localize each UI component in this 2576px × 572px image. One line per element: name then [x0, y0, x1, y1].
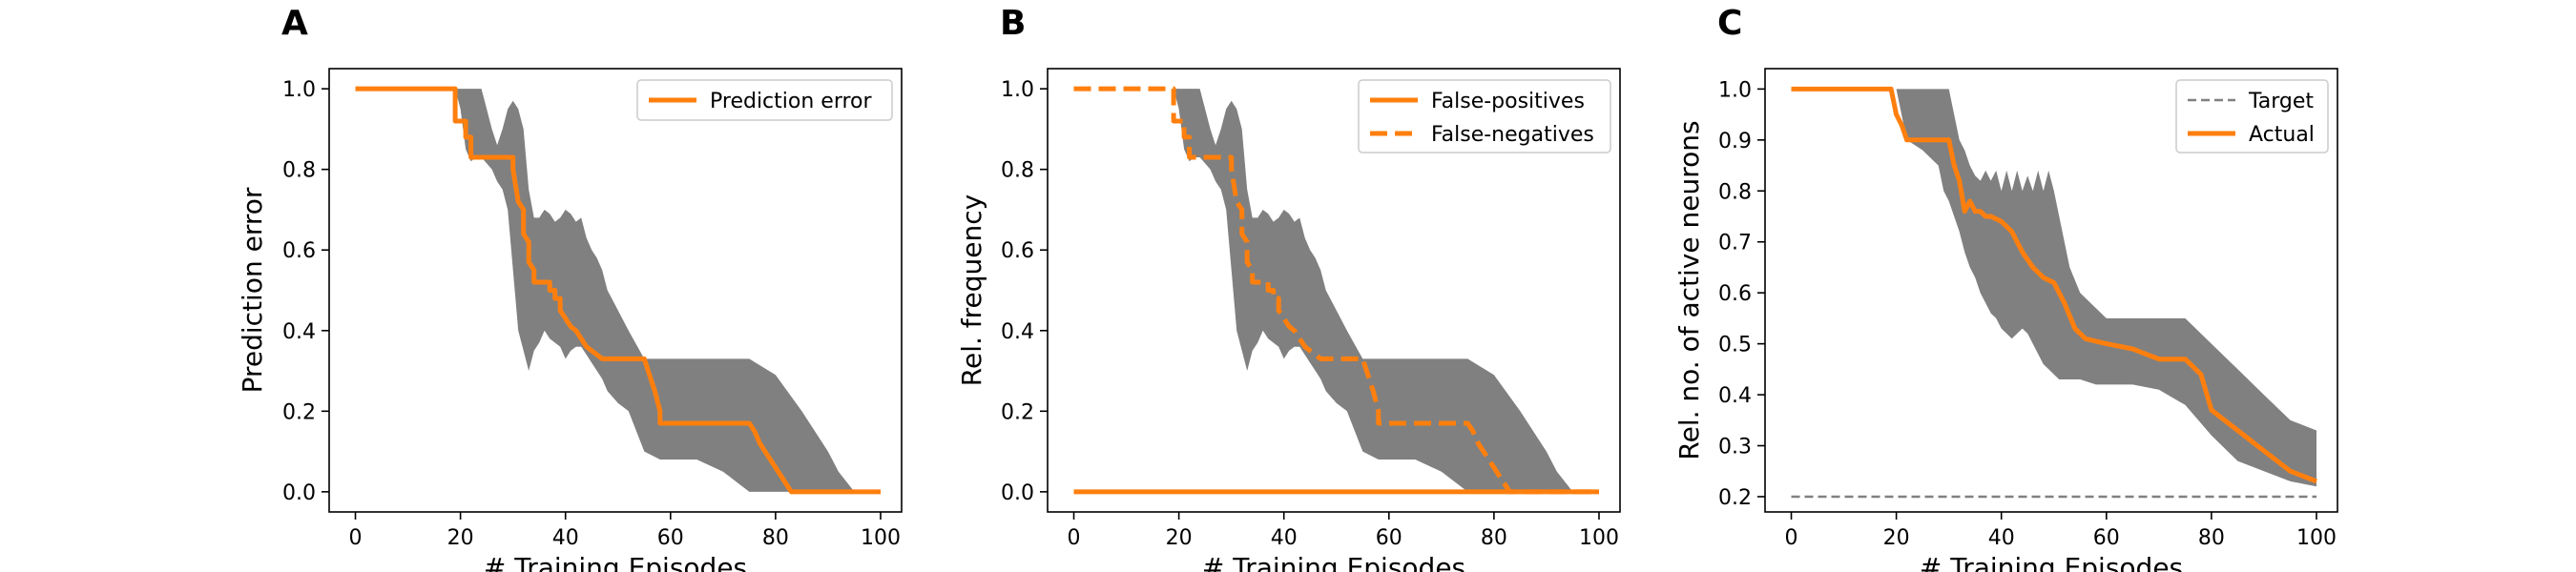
panel-a: A 0 20 40 60 80 100 0.0 0.2 0.4 0.6 0.8 1.0 # Train…	[237, 4, 903, 572]
legend-a: Prediction error	[636, 79, 893, 121]
series-line-actual	[1791, 86, 2317, 484]
axes-frame-a	[328, 68, 903, 513]
legend-label-actual: Actual	[2249, 123, 2315, 147]
y-tick-label: 0.3	[1718, 436, 1752, 460]
y-tick-label: 0.4	[1718, 384, 1752, 408]
x-tick-label: 40	[1271, 526, 1298, 550]
x-tick-label: 80	[762, 526, 789, 550]
x-axis-label-b: # Training Episodes	[1202, 552, 1465, 572]
y-tick-label: 0.8	[1001, 159, 1034, 183]
x-tick-label: 20	[1166, 526, 1193, 550]
y-tick-label: 0.9	[1718, 130, 1752, 153]
x-tick-label: 80	[2198, 526, 2225, 550]
x-tick-label: 0	[349, 526, 363, 550]
y-tick-label: 0.4	[1001, 320, 1034, 344]
y-tick-label: 0.0	[1001, 481, 1034, 505]
y-axis-label-a: Prediction error	[237, 187, 268, 393]
y-tick-label: 0.8	[282, 159, 316, 183]
x-tick-label: 80	[1481, 526, 1507, 550]
x-tick-label: 100	[2296, 526, 2337, 550]
x-tick-label: 20	[1883, 526, 1910, 550]
y-axis-label-c: Rel. no. of active neurons	[1673, 120, 1705, 460]
y-tick-label: 0.6	[282, 239, 316, 263]
x-tick-label: 20	[447, 526, 474, 550]
x-tick-label: 0	[1068, 526, 1081, 550]
y-tick-label: 1.0	[1001, 78, 1034, 102]
panel-letter-c: C	[1717, 4, 1742, 43]
panel-b: B 0 20 40 60 80 100 0.0 0.2 0.4 0.6 0.8 1.0 # Train…	[956, 4, 1621, 572]
x-tick-label: 60	[657, 526, 684, 550]
y-tick-label: 1.0	[282, 78, 316, 102]
y-tick-label: 1.0	[1718, 78, 1752, 102]
y-axis-label-b: Rel. frequency	[956, 194, 987, 386]
legend-box-a	[636, 79, 893, 121]
panel-letter-a: A	[281, 4, 308, 43]
y-tick-label: 0.2	[1001, 400, 1034, 424]
panel-c: C 0 20 40 60 80 100 0.2 0.3 0.4 0.5 0.6 0.7 0.8 0.9 1.…	[1673, 4, 2338, 572]
legend-label-false-positives: False-positives	[1431, 90, 1585, 113]
legend-label-false-negatives: False-negatives	[1431, 123, 1594, 147]
legend-label-prediction-error: Prediction error	[710, 90, 872, 113]
y-tick-label: 0.8	[1718, 180, 1752, 204]
axes-frame-c	[1764, 68, 2338, 513]
legend-label-target: Target	[2248, 90, 2314, 113]
std-band-a	[355, 89, 881, 492]
x-axis-label-c: # Training Episodes	[1920, 552, 2183, 572]
y-tick-label: 0.2	[282, 400, 316, 424]
legend-box-b	[1358, 79, 1611, 153]
y-tick-label: 0.0	[282, 481, 316, 505]
y-tick-label: 0.4	[282, 320, 316, 344]
legend-b: False-positives False-negatives	[1358, 79, 1611, 153]
y-tick-label: 0.2	[1718, 486, 1752, 510]
x-tick-label: 40	[552, 526, 579, 550]
y-tick-label: 0.6	[1001, 239, 1034, 263]
x-tick-label: 60	[2093, 526, 2120, 550]
legend-c: Target Actual	[2175, 79, 2329, 153]
y-tick-label: 0.6	[1718, 282, 1752, 306]
series-line-false-negatives	[1073, 86, 1599, 495]
std-band-b	[1073, 89, 1599, 492]
x-tick-label: 100	[861, 526, 901, 550]
panel-letter-b: B	[1000, 4, 1026, 43]
y-tick-label: 0.5	[1718, 334, 1752, 358]
y-tick-label: 0.7	[1718, 232, 1752, 255]
x-tick-label: 60	[1376, 526, 1402, 550]
series-line-prediction-error	[355, 86, 881, 495]
x-tick-label: 0	[1785, 526, 1798, 550]
axes-frame-b	[1047, 68, 1621, 513]
x-axis-label-a: # Training Episodes	[484, 552, 747, 572]
x-tick-label: 100	[1579, 526, 1619, 550]
x-tick-label: 40	[1988, 526, 2015, 550]
